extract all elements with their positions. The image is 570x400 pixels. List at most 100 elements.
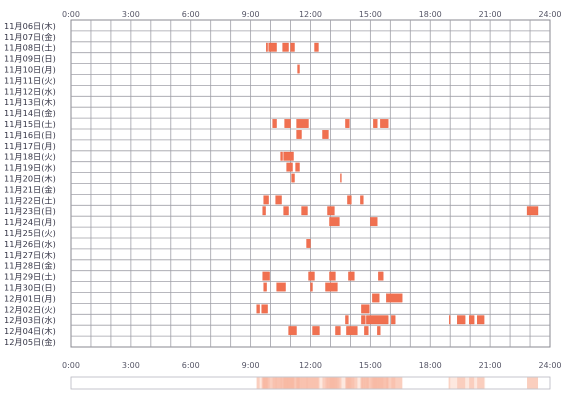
summary-strip-mark xyxy=(361,377,366,389)
activity-segment xyxy=(361,304,370,314)
bottom-tick-label: 18:00 xyxy=(419,361,442,370)
activity-segment xyxy=(296,130,302,139)
row-label: 11月21日(金) xyxy=(4,184,56,194)
summary-strip xyxy=(70,376,551,390)
activity-segment xyxy=(347,195,352,205)
row-label: 11月24日(月) xyxy=(4,217,56,227)
activity-segment xyxy=(477,315,485,325)
activity-segment xyxy=(296,119,309,128)
row-label: 11月26日(水) xyxy=(4,239,56,249)
activity-segment xyxy=(361,315,366,325)
row-labels: 11月06日(木)11月07日(金)11月08日(土)11月09日(日)11月1… xyxy=(4,21,56,347)
row-label: 11月09日(日) xyxy=(4,54,56,64)
bottom-axis-tick-labels: 0:00 3:00 6:00 9:00 12:00 15:00 18:00 21:00 24:0… xyxy=(62,361,562,370)
row-label: 11月22日(土) xyxy=(4,195,56,205)
activity-segment xyxy=(312,326,320,336)
activity-segment xyxy=(290,42,295,52)
summary-strip-mark xyxy=(288,377,297,389)
summary-strip-mark xyxy=(312,377,320,389)
activity-segment xyxy=(322,130,329,139)
activity-segment xyxy=(372,293,380,303)
activity-segment xyxy=(346,326,358,336)
summary-strip-mark xyxy=(364,377,369,389)
row-label: 12月05日(金) xyxy=(4,337,56,347)
summary-strip-mark xyxy=(346,377,358,389)
activity-segment xyxy=(380,119,389,128)
summary-strip-mark xyxy=(449,377,451,389)
summary-strip-mark xyxy=(527,377,539,389)
bottom-tick-label: 0:00 xyxy=(62,361,80,370)
activity-segment xyxy=(345,315,349,325)
summary-strip-mark xyxy=(306,377,311,389)
activity-segment xyxy=(378,271,384,281)
activity-segment xyxy=(262,271,270,281)
top-axis-tick-labels: 0:00 3:00 6:00 9:00 12:00 15:00 18:00 21:00 24:0… xyxy=(62,10,562,19)
row-label: 11月13日(木) xyxy=(4,97,56,107)
summary-strip-mark xyxy=(276,377,286,389)
row-label: 11月17日(月) xyxy=(4,141,56,151)
row-label: 11月06日(木) xyxy=(4,21,56,31)
row-label: 11月12日(水) xyxy=(4,86,56,96)
summary-strip-mark xyxy=(310,377,313,389)
activity-segment xyxy=(370,217,378,227)
activity-segment xyxy=(283,151,294,161)
activity-segment xyxy=(297,64,300,74)
activity-segment xyxy=(261,304,268,314)
activity-segment xyxy=(275,195,282,205)
activity-segment xyxy=(295,162,300,172)
summary-strip-mark xyxy=(272,377,277,389)
activity-segment xyxy=(263,282,267,292)
top-tick-label: 15:00 xyxy=(359,10,382,19)
summary-strip-mark xyxy=(256,377,260,389)
bottom-tick-label: 21:00 xyxy=(479,361,502,370)
top-tick-label: 12:00 xyxy=(299,10,322,19)
row-label: 12月04日(木) xyxy=(4,326,56,336)
activity-segment xyxy=(272,119,277,128)
summary-strip-mark xyxy=(261,377,268,389)
row-label: 11月16日(日) xyxy=(4,130,56,140)
activity-segment xyxy=(366,315,389,325)
bottom-tick-label: 24:00 xyxy=(538,361,561,370)
activity-segment xyxy=(364,326,369,336)
activity-segment xyxy=(256,304,260,314)
activity-segment xyxy=(283,206,289,216)
summary-strip-mark xyxy=(295,377,300,389)
summary-strip-mark xyxy=(325,377,338,389)
row-label: 12月01日(月) xyxy=(4,293,56,303)
row-label: 11月27日(木) xyxy=(4,250,56,260)
activity-segment xyxy=(469,315,475,325)
summary-strip-mark xyxy=(335,377,341,389)
activity-segment xyxy=(266,42,268,52)
top-tick-label: 9:00 xyxy=(242,10,260,19)
activity-segment xyxy=(263,195,269,205)
bottom-tick-label: 6:00 xyxy=(182,361,200,370)
top-tick-label: 3:00 xyxy=(122,10,140,19)
summary-strip-mark xyxy=(457,377,466,389)
row-label: 11月11日(火) xyxy=(4,75,56,85)
activity-segment xyxy=(288,326,297,336)
activity-segment xyxy=(526,206,539,216)
activity-segment xyxy=(268,42,277,52)
activity-segment xyxy=(449,315,451,325)
row-label: 11月28日(金) xyxy=(4,261,56,271)
activity-segment xyxy=(284,119,291,128)
summary-strip-mark xyxy=(283,377,289,389)
top-tick-label: 24:00 xyxy=(538,10,561,19)
row-label: 11月20日(木) xyxy=(4,174,56,184)
activity-segment xyxy=(340,173,342,183)
activity-segment xyxy=(335,326,341,336)
activity-segments xyxy=(256,42,539,336)
activity-segment xyxy=(377,326,381,336)
summary-strip-mark xyxy=(469,377,475,389)
bottom-tick-label: 15:00 xyxy=(359,361,382,370)
row-label: 11月07日(金) xyxy=(4,32,56,42)
activity-segment xyxy=(262,206,266,216)
activity-segment xyxy=(280,151,283,161)
summary-strip-mark xyxy=(301,377,308,389)
activity-segment xyxy=(360,195,364,205)
row-label: 11月30日(日) xyxy=(4,283,56,293)
activity-segment xyxy=(373,119,378,128)
activity-segment xyxy=(282,42,289,52)
summary-strip-mark xyxy=(477,377,485,389)
row-label: 11月10日(月) xyxy=(4,65,56,75)
